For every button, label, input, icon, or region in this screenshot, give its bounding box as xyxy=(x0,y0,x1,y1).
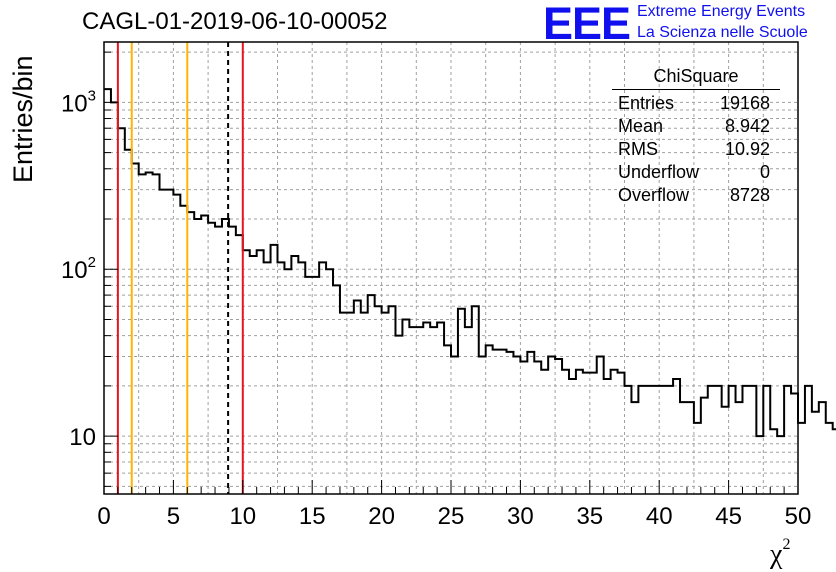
x-tick-label: 20 xyxy=(368,503,395,530)
logo-line-2: La Scienza nelle Scuole xyxy=(637,24,808,41)
stats-value: 0 xyxy=(759,162,770,182)
x-tick-label: 50 xyxy=(785,503,812,530)
stats-label: Underflow xyxy=(618,162,700,182)
y-tick-label: 10 xyxy=(69,424,96,451)
histogram-line xyxy=(104,88,836,438)
x-tick-label: 45 xyxy=(715,503,742,530)
y-tick-label: 102 xyxy=(61,254,96,284)
stats-row-underflow: Underflow 0 xyxy=(612,162,780,185)
eee-logo: EEE xyxy=(543,0,631,49)
y-tick-label: 103 xyxy=(61,87,96,117)
stats-box: ChiSquare Entries 19168 Mean 8.942 RMS 10.9… xyxy=(612,66,780,208)
chart-title: CAGL-01-2019-06-10-00052 xyxy=(82,8,388,35)
y-tick-label-sup: 2 xyxy=(88,254,96,271)
histogram-series xyxy=(104,88,836,438)
stats-value: 8728 xyxy=(729,185,770,205)
stats-label: Entries xyxy=(618,93,675,113)
y-tick-label-sup: 3 xyxy=(88,87,96,104)
y-tick-label-base: 10 xyxy=(61,257,88,284)
stats-label: Mean xyxy=(618,116,664,136)
stats-label: RMS xyxy=(618,139,658,159)
y-axis-label: Entries/bin xyxy=(8,55,38,183)
grid xyxy=(104,42,798,494)
stats-row-mean: Mean 8.942 xyxy=(612,116,780,139)
stats-title: ChiSquare xyxy=(612,66,780,90)
logo-line-1: Extreme Energy Events xyxy=(637,3,806,20)
stats-row-overflow: Overflow 8728 xyxy=(612,185,780,208)
x-tick-label: 40 xyxy=(646,503,673,530)
x-axis-label: χ2 xyxy=(770,536,790,571)
x-tick-label: 25 xyxy=(438,503,465,530)
x-tick-label: 30 xyxy=(507,503,534,530)
stats-row-rms: RMS 10.92 xyxy=(612,139,780,162)
axis-ticks xyxy=(103,51,799,494)
x-tick-label: 15 xyxy=(299,503,326,530)
x-tick-label: 35 xyxy=(576,503,603,530)
stats-value: 19168 xyxy=(719,93,770,113)
marker-lines xyxy=(116,42,244,494)
stats-value: 10.92 xyxy=(724,139,770,159)
y-tick-label-base: 10 xyxy=(61,90,88,117)
x-axis-label-sup: 2 xyxy=(782,536,791,553)
stats-value: 8.942 xyxy=(724,116,770,136)
x-axis-label-base: χ xyxy=(770,539,783,570)
stats-row-entries: Entries 19168 xyxy=(612,93,780,116)
x-tick-label: 0 xyxy=(97,503,110,530)
y-tick-label-base: 10 xyxy=(69,424,96,451)
x-tick-label: 10 xyxy=(229,503,256,530)
stats-label: Overflow xyxy=(618,185,690,205)
x-tick-label: 5 xyxy=(167,503,180,530)
